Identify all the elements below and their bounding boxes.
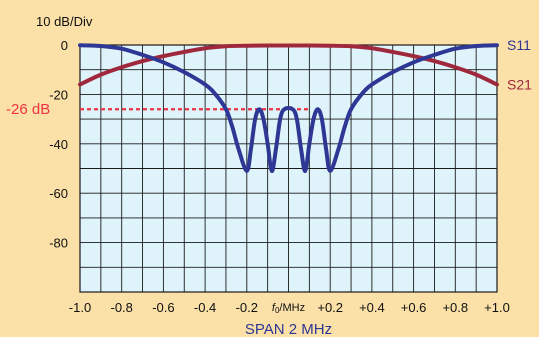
reference-line: -26 dB (6, 101, 310, 118)
svg-text:f0/MHz: f0/MHz (272, 302, 305, 315)
x-tick-label: -0.4 (194, 300, 216, 315)
y-tick-label: -60 (49, 186, 68, 201)
x-tick-label: +0.8 (442, 300, 468, 315)
y-tick-label: -20 (49, 87, 68, 102)
x-tick-label: -0.6 (152, 300, 174, 315)
center-label-sub: 0 (275, 306, 280, 315)
x-tick-label: -0.8 (110, 300, 132, 315)
x-tick-label: +1.0 (484, 300, 510, 315)
reference-line-label: -26 dB (6, 101, 50, 118)
y-tick-label: 0 (61, 38, 68, 53)
x-tick-label: +0.6 (401, 300, 427, 315)
grid (80, 45, 497, 292)
series-label-s21: S21 (507, 77, 532, 93)
center-label-f: f (272, 302, 276, 314)
y-tick-label: -40 (49, 137, 68, 152)
y-axis-ticks: 0 -20 -40 -60 -80 (49, 38, 68, 251)
center-label-unit: /MHz (279, 302, 305, 314)
series-line-s11 (78, 43, 499, 173)
unit-label: 10 dB/Div (36, 14, 93, 29)
x-tick-label: -1.0 (69, 300, 91, 315)
x-axis-label: SPAN 2 MHz (245, 321, 332, 337)
x-axis-ticks: -1.0 -0.8 -0.6 -0.4 -0.2 +0.2 +0.4 +0.6 +0.8 +1.0 (69, 300, 510, 315)
x-tick-label: -0.2 (236, 300, 258, 315)
x-tick-label: +0.4 (359, 300, 385, 315)
x-tick-label: +0.2 (317, 300, 343, 315)
series-line-s21 (78, 43, 499, 87)
series-group: S21 S11 (78, 37, 532, 173)
y-tick-label: -80 (49, 236, 68, 251)
series-label-s11: S11 (507, 37, 531, 53)
center-tick-label: f0/MHz (272, 302, 305, 315)
